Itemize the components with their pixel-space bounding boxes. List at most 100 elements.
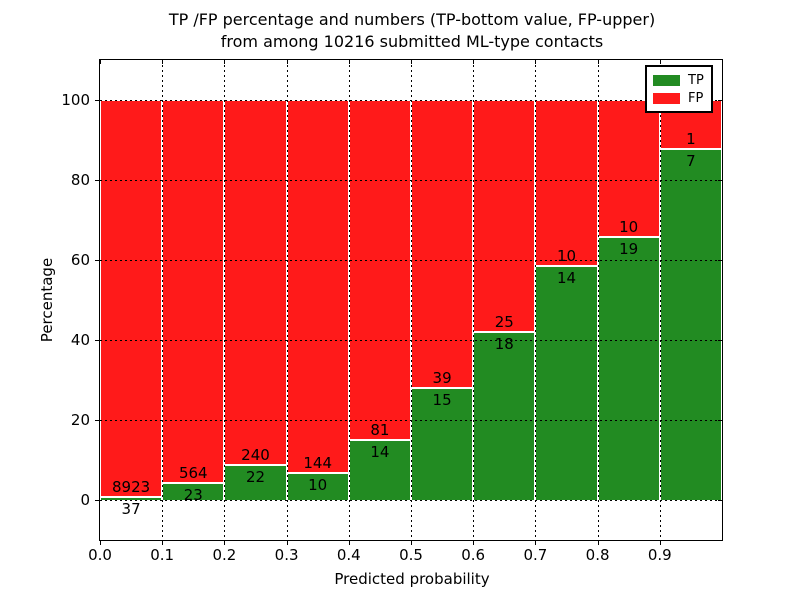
tp-count-label: 14 <box>556 268 577 287</box>
x-tick-label: 0.0 <box>88 546 112 564</box>
h-gridline <box>100 500 722 501</box>
x-tick-mark-top <box>224 60 226 64</box>
tp-count-label: 14 <box>370 443 390 462</box>
tp-count-label: 19 <box>619 239 639 258</box>
bar-segment-tp <box>473 332 536 500</box>
v-gridline <box>659 60 661 540</box>
x-tick-label: 0.3 <box>274 546 299 564</box>
bar-segment-tp <box>411 388 474 500</box>
tp-count-label: 15 <box>432 390 452 409</box>
fp-count-label: 39 <box>432 368 452 387</box>
x-tick-mark-top <box>286 60 288 64</box>
tp-legend-swatch <box>653 75 680 87</box>
x-tick-mark <box>162 541 164 545</box>
v-gridline <box>411 60 412 540</box>
y-tick-label: 40 <box>70 331 90 349</box>
bar-segment-tp <box>535 266 598 500</box>
chart-title-line2: from among 10216 submitted ML-type conta… <box>220 32 604 51</box>
v-gridline <box>348 60 350 540</box>
y-tick-label: 60 <box>70 251 90 269</box>
chart-title-line1: TP /FP percentage and numbers (TP-bottom… <box>168 10 656 29</box>
bar-segment-tp <box>100 498 163 501</box>
x-tick-label: 0.4 <box>336 546 361 564</box>
y-tick-label: 80 <box>70 171 90 189</box>
h-gridline <box>100 180 722 181</box>
y-tick-mark-right <box>718 180 722 181</box>
x-tick-mark-top <box>597 60 599 64</box>
v-gridline <box>286 60 288 540</box>
bar-segment-fp <box>411 100 474 389</box>
fp-legend-label: FP <box>688 90 704 106</box>
fp-count-label: 10 <box>556 246 577 265</box>
fp-count-label: 81 <box>370 421 390 440</box>
x-tick-mark <box>224 541 226 545</box>
x-tick-label: 0.2 <box>212 546 237 564</box>
legend-item-tp: TP <box>653 72 705 90</box>
y-tick-mark <box>95 100 99 101</box>
legend: TP FP <box>645 65 713 113</box>
fp-count-label: 25 <box>494 312 514 331</box>
x-tick-mark <box>473 541 475 545</box>
y-tick-label: 0 <box>80 491 90 509</box>
chart-title: TP /FP percentage and numbers (TP-bottom… <box>100 9 724 53</box>
fp-count-label: 10 <box>619 217 639 236</box>
x-tick-label: 0.1 <box>150 546 175 564</box>
bar-segment-tp <box>286 474 349 500</box>
x-tick-mark <box>348 541 350 545</box>
y-tick-mark <box>95 180 99 181</box>
v-gridline <box>535 60 537 540</box>
v-gridline <box>597 60 599 540</box>
x-tick-label: 0.6 <box>461 546 486 564</box>
bar-segment-tp <box>348 441 411 500</box>
tp-count-label: 23 <box>183 486 203 505</box>
h-gridline <box>100 340 722 341</box>
fp-count-label: 144 <box>303 454 332 473</box>
tp-count-label: 37 <box>121 500 141 519</box>
plot-area: TP FP 8923 37 564 23 240 22 144 10 81 14 39 15 25 18 1… <box>99 59 723 541</box>
tp-count-label: 10 <box>308 476 328 495</box>
v-gridline <box>162 60 164 540</box>
bar-segment-fp <box>473 100 536 333</box>
x-tick-mark <box>535 541 537 545</box>
x-tick-mark-top <box>162 60 164 64</box>
v-gridline <box>473 60 475 540</box>
x-tick-mark <box>411 541 412 545</box>
x-tick-mark <box>659 541 661 545</box>
x-tick-label: 0.7 <box>523 546 548 564</box>
x-tick-mark <box>100 541 101 545</box>
tp-legend-label: TP <box>688 73 704 89</box>
y-tick-mark <box>95 500 99 501</box>
fp-count-label: 8923 <box>112 478 151 497</box>
y-tick-mark <box>95 260 99 261</box>
bar-segment-fp <box>224 100 287 467</box>
v-gridline <box>224 60 226 540</box>
y-tick-mark <box>95 340 99 341</box>
bar-segment-fp <box>162 100 225 485</box>
x-tick-label: 0.9 <box>647 546 672 564</box>
y-tick-mark-right <box>718 340 722 341</box>
x-tick-mark-top <box>411 60 412 64</box>
x-tick-label: 0.5 <box>399 546 423 564</box>
bar-segment-tp <box>659 150 722 500</box>
bar-segment-tp <box>224 466 287 500</box>
bar-segment-fp <box>597 100 660 238</box>
h-gridline <box>100 260 722 261</box>
x-tick-mark-top <box>348 60 350 64</box>
bar-segment-fp <box>100 100 163 499</box>
fp-legend-swatch <box>653 92 680 104</box>
bar-segment-fp <box>348 100 411 442</box>
x-tick-mark-top <box>535 60 537 64</box>
h-gridline <box>100 420 722 421</box>
h-gridline <box>100 100 722 101</box>
x-tick-label: 0.8 <box>585 546 610 564</box>
fp-count-label: 240 <box>241 446 270 465</box>
y-axis-label: Percentage <box>38 257 56 343</box>
x-tick-mark-top <box>659 60 661 64</box>
x-axis-label: Predicted probability <box>334 570 490 588</box>
y-tick-mark-right <box>718 500 722 501</box>
y-tick-mark <box>95 420 99 421</box>
fp-count-label: 564 <box>178 464 208 483</box>
y-tick-label: 20 <box>70 411 90 429</box>
bar-segment-fp <box>535 100 598 267</box>
y-tick-mark-right <box>718 260 722 261</box>
